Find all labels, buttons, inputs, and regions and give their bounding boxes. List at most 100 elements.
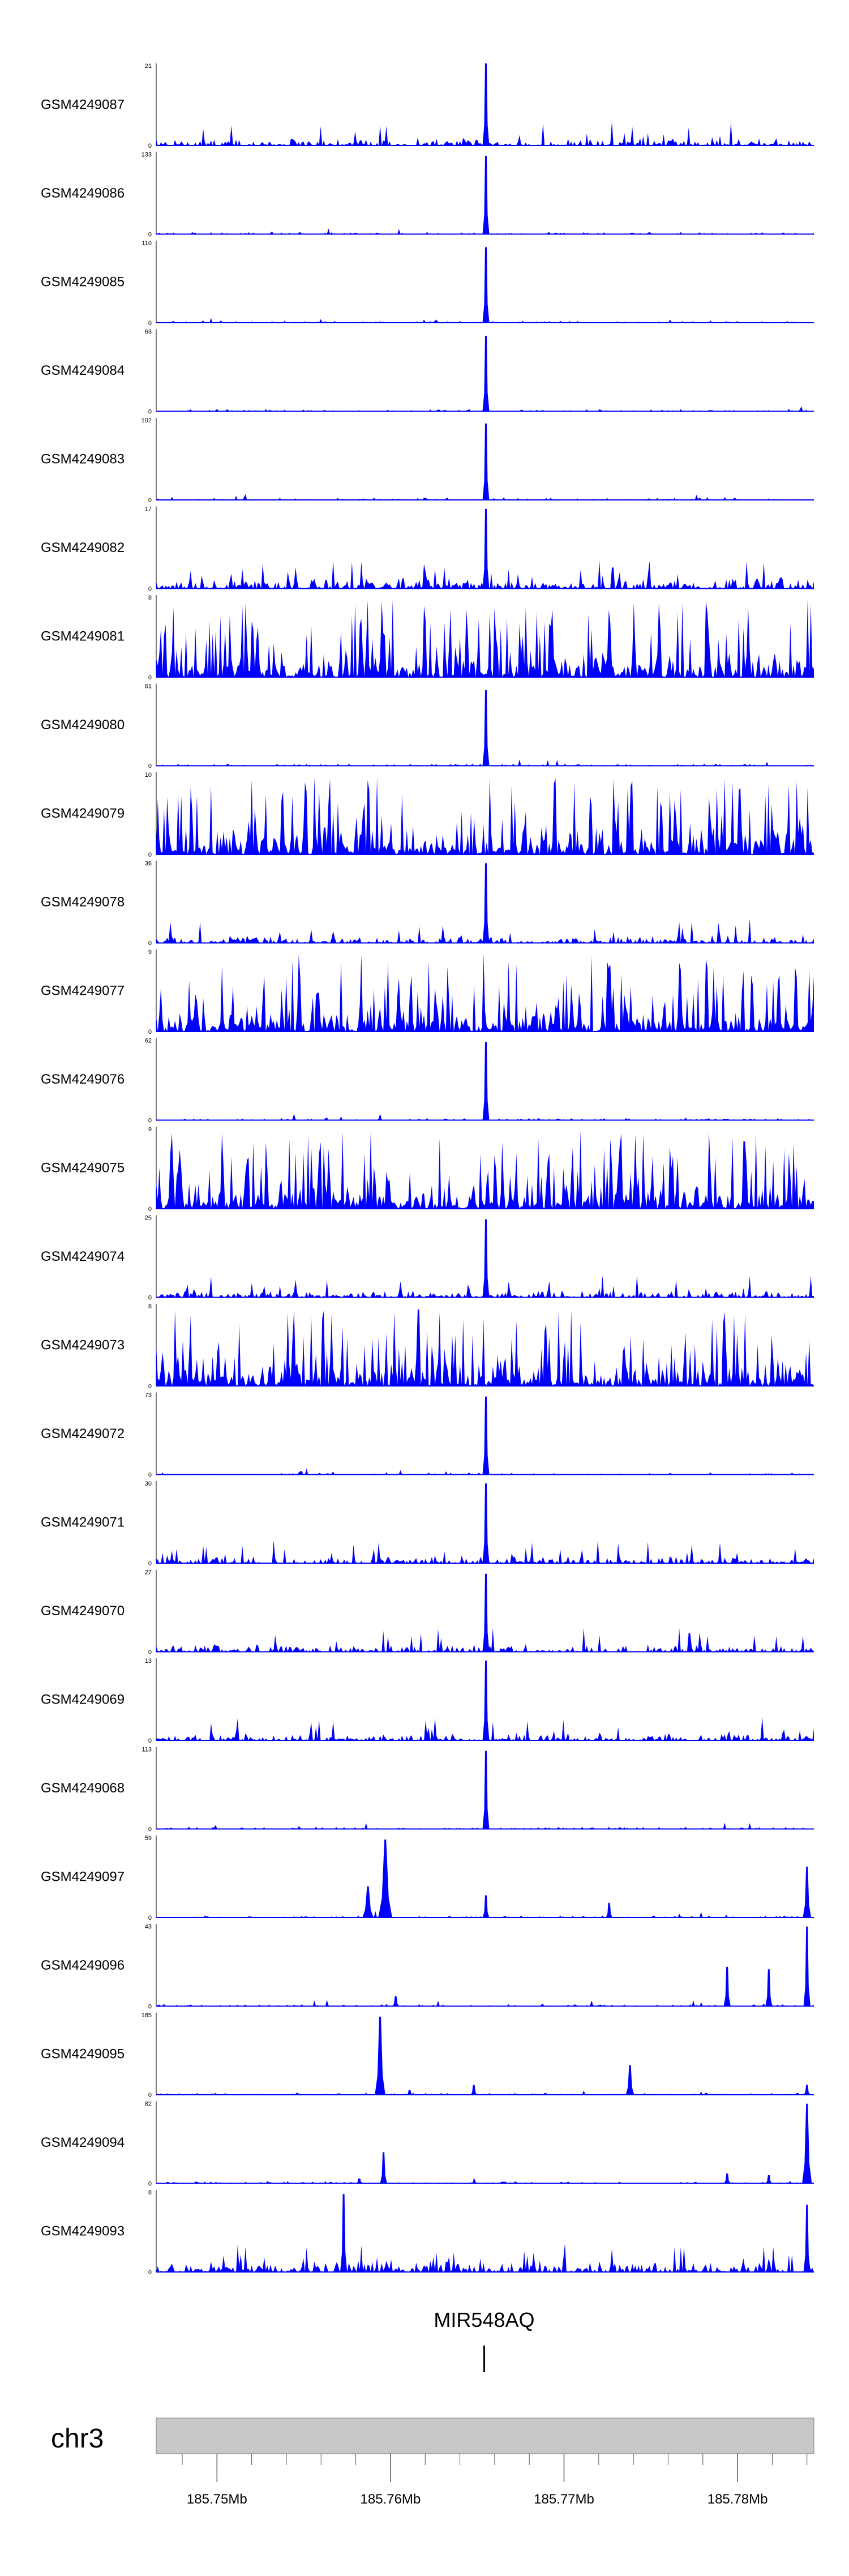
track-label: GSM4249084 xyxy=(41,363,125,378)
ymin-label: 0 xyxy=(148,2004,152,2010)
signal-area xyxy=(156,1274,814,1298)
ymax-label: 43 xyxy=(145,1924,152,1931)
signal-peak xyxy=(482,63,490,146)
ymin-label: 0 xyxy=(148,2269,152,2276)
signal-area xyxy=(156,2090,814,2095)
track-GSM4249081: GSM4249081 8 0 xyxy=(41,594,814,681)
ymin-label: 0 xyxy=(148,1560,152,1567)
signal-peak xyxy=(803,1867,812,1918)
signal-peak xyxy=(482,1573,490,1652)
signal-area xyxy=(156,2243,814,2272)
track-GSM4249093: GSM4249093 8 0 xyxy=(41,2189,814,2276)
signal-area xyxy=(156,1309,814,1386)
track-GSM4249095: GSM4249095 185 0 xyxy=(41,2012,814,2099)
signal-peak xyxy=(482,863,490,943)
signal-peak xyxy=(482,1042,490,1120)
ymax-label: 25 xyxy=(145,1215,152,1222)
ymax-label: 61 xyxy=(145,683,152,690)
signal-peak xyxy=(482,1661,490,1740)
signal-peak xyxy=(380,2152,387,2184)
track-label: GSM4249097 xyxy=(41,1869,125,1885)
track-GSM4249073: GSM4249073 8 0 xyxy=(41,1303,814,1390)
signal-peak xyxy=(802,2103,812,2184)
track-label: GSM4249076 xyxy=(41,1072,125,1087)
track-label: GSM4249075 xyxy=(41,1161,125,1176)
ymax-label: 36 xyxy=(145,861,152,867)
signal-peak xyxy=(482,156,490,234)
ymin-label: 0 xyxy=(148,409,152,416)
axis-tick-label: 185.77Mb xyxy=(534,2492,594,2507)
ymin-label: 0 xyxy=(148,763,152,770)
track-label: GSM4249093 xyxy=(41,2224,125,2239)
track-label: GSM4249096 xyxy=(41,1958,125,1973)
track-label: GSM4249070 xyxy=(41,1603,125,1619)
signal-peak xyxy=(482,1483,490,1563)
axis-tick-label: 185.76Mb xyxy=(361,2492,421,2507)
track-GSM4249094: GSM4249094 82 0 xyxy=(41,2101,814,2188)
ymin-label: 0 xyxy=(148,1472,152,1479)
signal-peak xyxy=(723,2173,731,2184)
signal-peak xyxy=(765,2175,773,2184)
ymin-label: 0 xyxy=(148,1206,152,1213)
signal-area xyxy=(156,953,814,1032)
track-label: GSM4249077 xyxy=(41,983,125,999)
track-label: GSM4249085 xyxy=(41,275,125,290)
signal-peak xyxy=(482,508,490,589)
track-label: GSM4249073 xyxy=(41,1338,125,1353)
track-GSM4249074: GSM4249074 25 0 xyxy=(41,1215,814,1302)
ymin-label: 0 xyxy=(148,1738,152,1744)
track-GSM4249077: GSM4249077 9 0 xyxy=(41,949,814,1035)
signal-area xyxy=(156,1131,814,1209)
ymax-label: 8 xyxy=(148,2189,152,2196)
signal-area xyxy=(156,919,814,943)
track-GSM4249076: GSM4249076 62 0 xyxy=(41,1038,814,1124)
signal-peak xyxy=(362,1886,374,1918)
track-label: GSM4249071 xyxy=(41,1515,125,1530)
signal-peak xyxy=(803,2085,811,2095)
track-GSM4249078: GSM4249078 36 0 xyxy=(41,861,814,947)
ymin-label: 0 xyxy=(148,940,152,947)
signal-peak xyxy=(340,2194,348,2272)
ymin-label: 0 xyxy=(148,143,152,149)
track-GSM4249085: GSM4249085 110 0 xyxy=(41,240,814,327)
track-label: GSM4249082 xyxy=(41,540,125,555)
track-GSM4249068: GSM4249068 113 0 xyxy=(41,1747,814,1833)
signal-peak xyxy=(765,1969,773,2006)
gene-label: MIR548AQ xyxy=(434,2308,534,2331)
signal-area xyxy=(156,559,814,589)
gene-annotation-track: MIR548AQ xyxy=(434,2308,535,2372)
ymax-label: 113 xyxy=(142,1747,152,1753)
ymin-label: 0 xyxy=(148,2181,152,2188)
track-label: GSM4249078 xyxy=(41,895,125,910)
signal-area xyxy=(156,600,814,677)
signal-peak xyxy=(355,2178,363,2184)
signal-area xyxy=(156,318,814,323)
signal-peak xyxy=(375,2017,385,2095)
track-GSM4249096: GSM4249096 43 0 xyxy=(41,1924,814,2010)
ymax-label: 185 xyxy=(142,2012,152,2019)
ymax-label: 62 xyxy=(145,1038,152,1045)
signal-peak xyxy=(482,423,490,500)
ymax-label: 17 xyxy=(145,506,152,513)
ymax-label: 9 xyxy=(148,1126,152,1133)
signal-peak xyxy=(625,2065,634,2095)
track-GSM4249082: GSM4249082 17 0 xyxy=(41,506,814,593)
signal-peak xyxy=(482,336,490,412)
signal-area xyxy=(156,2177,814,2184)
signal-peak xyxy=(406,2090,413,2095)
ymin-label: 0 xyxy=(148,232,152,238)
track-GSM4249080: GSM4249080 61 0 xyxy=(41,683,814,770)
ymin-label: 0 xyxy=(148,320,152,327)
track-GSM4249069: GSM4249069 13 0 xyxy=(41,1658,814,1744)
axis-tick-label: 185.78Mb xyxy=(707,2492,768,2507)
ymin-label: 0 xyxy=(148,497,152,504)
track-GSM4249083: GSM4249083 102 0 xyxy=(41,417,814,504)
signal-area xyxy=(156,121,814,146)
ymin-label: 0 xyxy=(148,2092,152,2099)
track-label: GSM4249094 xyxy=(41,2135,125,2150)
ymin-label: 0 xyxy=(148,851,152,858)
track-label: GSM4249068 xyxy=(41,1781,125,1796)
ymin-label: 0 xyxy=(148,674,152,681)
ymax-label: 8 xyxy=(148,1303,152,1310)
track-GSM4249086: GSM4249086 133 0 xyxy=(41,152,814,238)
